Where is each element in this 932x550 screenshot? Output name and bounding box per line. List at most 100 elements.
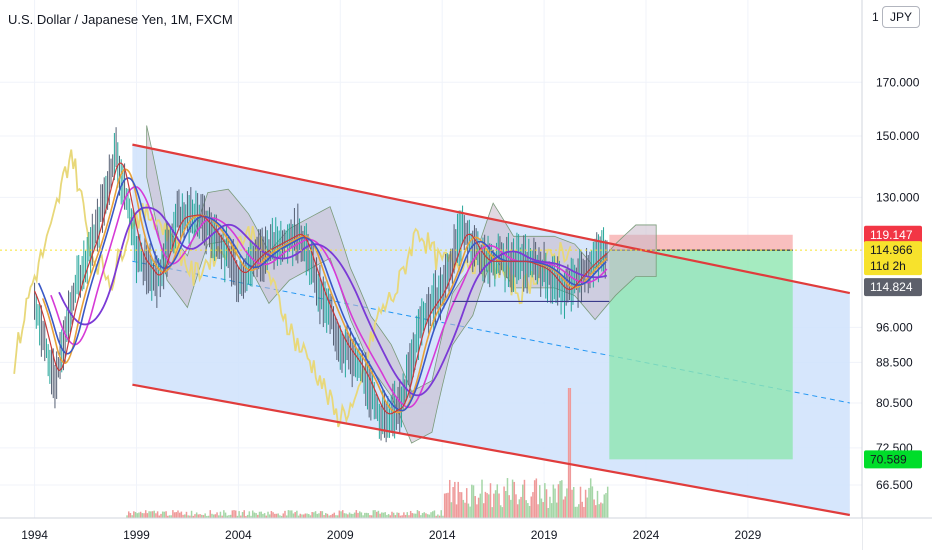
volume-bar [362,515,364,518]
long-position-profit-zone[interactable] [609,250,793,460]
volume-bar [421,513,424,518]
volume-bar [313,512,315,518]
volume-bar [498,493,500,518]
volume-bar [341,510,344,518]
price-tag-background [864,257,922,276]
volume-bar [579,486,582,518]
volume-bar [268,514,271,518]
volume-bar [284,510,286,518]
volume-bar [187,515,189,518]
volume-bar [479,493,482,518]
volume-bar [251,510,254,518]
volume-bar [425,513,427,518]
volume-bar [428,514,431,518]
volume-bar [555,502,558,518]
volume-bar [270,510,273,518]
volume-bar [211,513,213,518]
volume-bar [214,514,217,518]
volume-bar [263,513,266,518]
volume-bar [328,515,330,518]
volume-bar [420,515,422,518]
volume-bar [148,511,150,518]
volume-bar [465,488,468,518]
price-tag: 11d 2h [864,257,922,276]
volume-bar [172,510,174,518]
time-axis-background[interactable] [0,518,862,550]
price-tick-label: 170.000 [876,75,920,89]
volume-bar [330,515,332,518]
volume-bar [589,478,592,518]
volume-bar [459,492,461,518]
volume-bar [204,513,206,518]
volume-bar [547,507,549,518]
price-tick-label: 66.500 [876,478,913,492]
volume-bar [408,515,410,518]
volume-bar [586,497,589,518]
volume-bar [153,510,155,518]
volume-bar [440,510,442,518]
volume-bar [472,485,475,518]
volume-bar [236,515,239,518]
volume-bar [552,484,555,518]
volume-bar [499,505,502,518]
moving-average-magenta [50,185,608,409]
volume-bar [138,512,140,518]
volume-bar [372,510,375,518]
volume-bar [338,510,341,518]
volume-bar [601,503,604,518]
volume-bar [144,510,147,518]
volume-bar [353,512,356,518]
volume-bar [481,479,483,518]
volume-bar [603,494,606,518]
volume-bar [578,504,580,518]
volume-bar [426,514,429,518]
volume-bar [381,512,383,518]
volume-bar [185,511,188,518]
volume-bar [219,511,222,518]
volume-bar [474,496,476,518]
volume-bar [384,512,386,518]
volume-bar [527,503,529,518]
volume-bar [508,495,510,518]
volume-bar [513,481,516,518]
price-tick-label: 150.000 [876,129,920,143]
volume-bar [260,511,262,518]
volume-bar [545,489,548,518]
volume-bar [207,515,210,518]
currency-selector[interactable]: JPY [882,6,920,28]
volume-bar [292,513,295,518]
volume-bar [377,510,380,518]
volume-bar [506,478,509,518]
volume-bar [486,493,488,518]
volume-bar [131,515,133,518]
price-tag-label: 114.966 [870,243,913,257]
volume-bar [583,506,585,518]
volume-bar [199,514,201,518]
regression-channel-lower-line[interactable] [132,383,851,517]
volume-bar [467,503,470,518]
volume-bar [355,510,358,518]
volume-bar [240,515,242,518]
volume-bar [340,511,342,518]
volume-bar [347,514,349,518]
regression-channel-upper-line[interactable] [132,143,851,295]
price-tag: 114.824 [864,278,922,297]
volume-bar [450,502,453,518]
volume-bar [503,486,505,518]
volume-bar [532,492,534,518]
time-tick-label: 2019 [531,528,558,542]
volume-bar [331,513,334,518]
volume-bar [223,510,225,518]
volume-bar [569,388,572,518]
volume-bar [325,513,327,518]
volume-bar [387,514,390,518]
volume-bar [195,512,198,518]
volume-bar [272,512,274,518]
conversion-line-red [34,162,608,415]
volume-bar [345,513,347,518]
volume-bar [501,507,504,518]
volume-bar [523,479,526,518]
volume-bar [516,504,519,518]
